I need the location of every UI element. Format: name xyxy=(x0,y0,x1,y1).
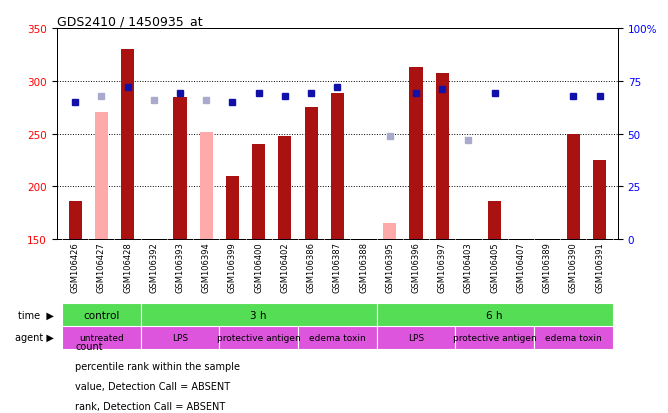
Bar xyxy=(566,134,580,240)
Bar xyxy=(377,326,456,349)
Text: GSM106426: GSM106426 xyxy=(71,242,79,292)
Text: LPS: LPS xyxy=(408,333,424,342)
Text: rank, Detection Call = ABSENT: rank, Detection Call = ABSENT xyxy=(75,401,226,411)
Bar xyxy=(436,74,449,240)
Text: GSM106407: GSM106407 xyxy=(516,242,526,292)
Text: GSM106391: GSM106391 xyxy=(595,242,604,292)
Text: time  ▶: time ▶ xyxy=(17,310,53,320)
Text: control: control xyxy=(84,310,120,320)
Text: GSM106396: GSM106396 xyxy=(411,242,420,292)
Bar xyxy=(174,97,186,240)
Text: GSM106389: GSM106389 xyxy=(542,242,552,292)
Bar xyxy=(141,304,377,326)
Text: GSM106399: GSM106399 xyxy=(228,242,237,292)
Text: GSM106428: GSM106428 xyxy=(123,242,132,292)
Bar xyxy=(331,94,344,240)
Bar xyxy=(226,176,239,240)
Text: GDS2410 / 1450935_at: GDS2410 / 1450935_at xyxy=(57,15,202,28)
Bar xyxy=(62,326,141,349)
Text: GSM106400: GSM106400 xyxy=(255,242,263,292)
Text: GSM106392: GSM106392 xyxy=(149,242,158,292)
Bar xyxy=(593,161,606,240)
Text: 6 h: 6 h xyxy=(486,310,503,320)
Bar xyxy=(456,326,534,349)
Text: percentile rank within the sample: percentile rank within the sample xyxy=(75,361,240,371)
Text: edema toxin: edema toxin xyxy=(309,333,365,342)
Text: GSM106394: GSM106394 xyxy=(202,242,210,292)
Text: GSM106402: GSM106402 xyxy=(281,242,289,292)
Bar xyxy=(69,202,81,240)
Bar xyxy=(488,202,501,240)
Bar xyxy=(121,50,134,240)
Text: protective antigen: protective antigen xyxy=(217,333,301,342)
Bar xyxy=(409,68,423,240)
Text: GSM106393: GSM106393 xyxy=(176,242,184,292)
Text: GSM106387: GSM106387 xyxy=(333,242,342,292)
Text: untreated: untreated xyxy=(79,333,124,342)
Text: GSM106405: GSM106405 xyxy=(490,242,499,292)
Text: value, Detection Call = ABSENT: value, Detection Call = ABSENT xyxy=(75,381,230,391)
Bar xyxy=(298,326,377,349)
Bar xyxy=(141,326,219,349)
Text: GSM106390: GSM106390 xyxy=(569,242,578,292)
Bar xyxy=(534,326,613,349)
Bar xyxy=(95,113,108,240)
Bar xyxy=(252,145,265,240)
Bar xyxy=(377,304,613,326)
Text: agent ▶: agent ▶ xyxy=(15,332,53,343)
Bar xyxy=(383,224,396,240)
Bar xyxy=(305,108,318,240)
Text: 3 h: 3 h xyxy=(250,310,267,320)
Bar xyxy=(200,133,213,240)
Text: count: count xyxy=(75,341,103,351)
Text: edema toxin: edema toxin xyxy=(545,333,602,342)
Text: LPS: LPS xyxy=(172,333,188,342)
Bar xyxy=(219,326,298,349)
Bar xyxy=(62,304,141,326)
Bar xyxy=(279,136,291,240)
Text: GSM106397: GSM106397 xyxy=(438,242,447,292)
Text: GSM106386: GSM106386 xyxy=(307,242,315,292)
Text: GSM106403: GSM106403 xyxy=(464,242,473,292)
Text: protective antigen: protective antigen xyxy=(453,333,536,342)
Text: GSM106427: GSM106427 xyxy=(97,242,106,292)
Text: GSM106395: GSM106395 xyxy=(385,242,394,292)
Text: GSM106388: GSM106388 xyxy=(359,242,368,292)
